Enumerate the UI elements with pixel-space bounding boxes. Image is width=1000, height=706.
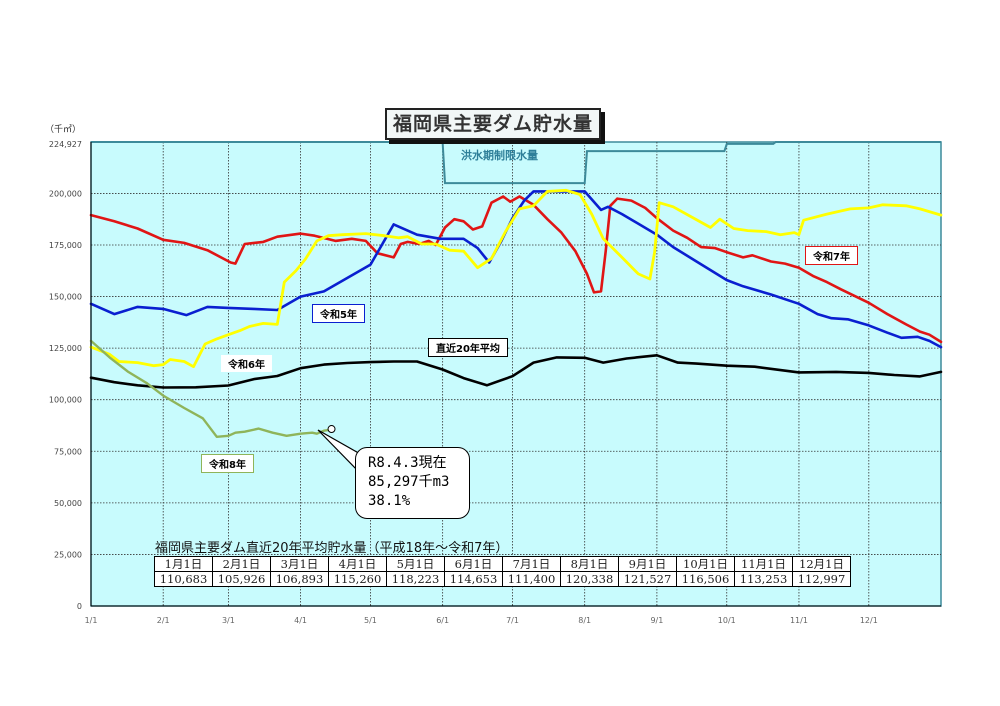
y-tick-label: 100,000 (49, 396, 82, 405)
avg-table-title: 福岡県主要ダム直近20年平均貯水量（平成18年～令和7年） (155, 541, 509, 556)
x-tick-label: 6/1 (436, 616, 449, 625)
label-reiwa7: 令和7年 (805, 246, 858, 265)
avg-table-value-cell: 113,253 (734, 571, 793, 587)
avg-table-value-cell: 112,997 (792, 571, 851, 587)
y-max-label: 224,927 (49, 140, 82, 149)
flood-limit-line (91, 141, 941, 185)
series-line (89, 195, 943, 344)
series-line (89, 190, 943, 349)
avg-table-value-cell: 114,653 (444, 571, 503, 587)
callout-volume: 85,297千m3 (368, 474, 450, 490)
avg-table-value-cell: 121,527 (618, 571, 677, 587)
x-tick-label: 10/1 (718, 616, 736, 625)
y-tick-label: 0 (77, 602, 82, 611)
avg-table-value-cell: 115,260 (328, 571, 387, 587)
x-tick-label: 2/1 (157, 616, 170, 625)
callout-date: R8.4.3現在 (368, 455, 447, 471)
axes (90, 142, 941, 607)
current-point-marker-circle (327, 425, 336, 434)
avg-table-header-cell: 4月1日 (328, 556, 387, 572)
avg-table-value-row: 110,683 105,926 106,893 115,260 118,223 114,6… (154, 571, 851, 587)
avg-table-value-cell: 110,683 (154, 571, 213, 587)
x-tick-label: 7/1 (506, 616, 519, 625)
y-tick-label: 175,000 (49, 241, 82, 250)
series-line (89, 354, 943, 389)
x-tick-label: 11/1 (790, 616, 808, 625)
x-tick-label: 12/1 (860, 616, 878, 625)
avg-table-header-cell: 5月1日 (386, 556, 445, 572)
current-status-callout: R8.4.3現在 85,297千m3 38.1% (355, 447, 470, 519)
y-tick-label: 200,000 (49, 189, 82, 198)
label-reiwa5: 令和5年 (312, 304, 365, 323)
avg-table-header-cell: 1月1日 (154, 556, 213, 572)
y-axis-ticks: 0 25,000 50,000 75,000 100,000 125,000 150,000… (49, 140, 82, 611)
avg-table-header-cell: 8月1日 (560, 556, 619, 572)
chart-title: 福岡県主要ダム貯水量 (385, 108, 601, 140)
x-tick-label: 5/1 (364, 616, 377, 625)
avg-table-value-cell: 118,223 (386, 571, 445, 587)
y-axis-unit: （千㎥） (45, 125, 82, 135)
y-tick-label: 75,000 (54, 447, 82, 456)
avg-table-header-cell: 3月1日 (270, 556, 329, 572)
avg-table-value-cell: 105,926 (212, 571, 271, 587)
flood-limit-label: 洪水期制限水量 (461, 149, 538, 162)
avg-storage-table: 1月1日 2月1日 3月1日 4月1日 5月1日 6月1日 7月1日 8月1日 9月1日 10月1… (154, 556, 851, 587)
x-axis-ticks: 1/1 2/1 3/1 4/1 5/1 6/1 7/1 8/1 9/1 10/1 11/1 12/1 (85, 616, 878, 625)
current-point-marker (327, 425, 336, 434)
label-reiwa6: 令和6年 (221, 355, 272, 372)
avg-table-header-cell: 2月1日 (212, 556, 271, 572)
avg-table-value-cell: 111,400 (502, 571, 561, 587)
label-avg20: 直近20年平均 (428, 338, 508, 357)
y-tick-label: 25,000 (54, 550, 82, 559)
series-line (89, 188, 943, 369)
x-tick-label: 3/1 (222, 616, 235, 625)
avg-table-header-cell: 9月1日 (618, 556, 677, 572)
avg-table-value-cell: 116,506 (676, 571, 735, 587)
x-tick-label: 9/1 (650, 616, 663, 625)
avg-table-header-cell: 6月1日 (444, 556, 503, 572)
avg-table-header-row: 1月1日 2月1日 3月1日 4月1日 5月1日 6月1日 7月1日 8月1日 9月1日 10月1… (154, 556, 851, 572)
avg-table-header-cell: 7月1日 (502, 556, 561, 572)
series-line (89, 339, 330, 438)
flood-limit-path (91, 141, 941, 185)
label-reiwa8: 令和8年 (201, 454, 254, 473)
y-tick-label: 150,000 (49, 293, 82, 302)
x-tick-label: 8/1 (578, 616, 591, 625)
x-tick-label: 1/1 (85, 616, 98, 625)
avg-table-value-cell: 106,893 (270, 571, 329, 587)
avg-table-header-cell: 11月1日 (734, 556, 793, 572)
callout-percent: 38.1% (368, 493, 411, 509)
avg-table-header-cell: 10月1日 (676, 556, 735, 572)
avg-table-header-cell: 12月1日 (792, 556, 851, 572)
data-series (89, 188, 943, 438)
y-tick-label: 50,000 (54, 499, 82, 508)
y-tick-label: 125,000 (49, 344, 82, 353)
x-tick-label: 4/1 (294, 616, 307, 625)
avg-table-value-cell: 120,338 (560, 571, 619, 587)
